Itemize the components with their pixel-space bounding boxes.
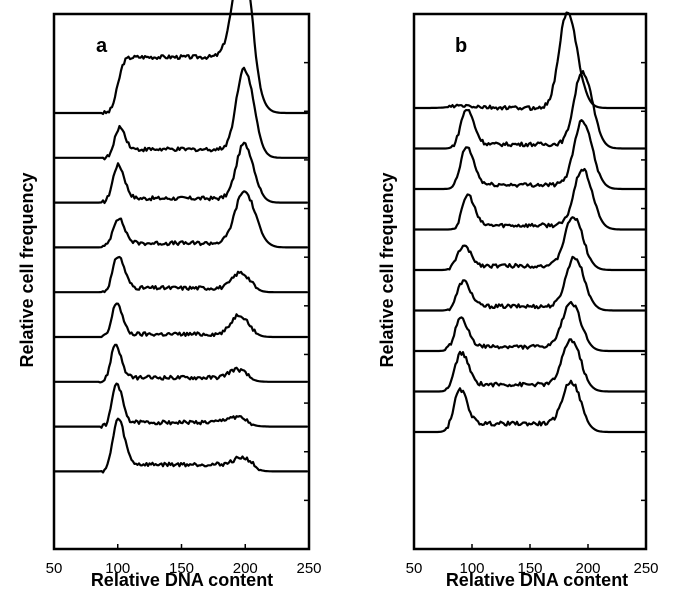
- trace-b-1: [413, 11, 646, 111]
- trace-a-6: [53, 302, 309, 339]
- panel-label-a: a: [96, 35, 108, 57]
- x-tick-label-a-200: 200: [233, 560, 258, 577]
- x-tick-label-b-100: 100: [459, 560, 484, 577]
- x-tick-label-a-250: 250: [296, 560, 321, 577]
- traces-b: [413, 11, 646, 434]
- x-tick-label-b-200: 200: [575, 560, 600, 577]
- x-tick-label-a-150: 150: [169, 560, 194, 577]
- trace-b-7: [413, 300, 646, 353]
- x-tick-label-b-250: 250: [633, 560, 658, 577]
- trace-b-5: [413, 216, 646, 272]
- x-axis-label-a: Relative DNA content: [91, 570, 273, 589]
- trace-a-1: [53, 0, 309, 116]
- x-tick-label-b-50: 50: [406, 560, 423, 577]
- panel-b: b Relative cell frequency Relative DNA c…: [377, 11, 659, 589]
- trace-a-3: [53, 141, 309, 205]
- x-tick-label-a-100: 100: [105, 560, 130, 577]
- ticks-a: 50 100 150 200 250: [46, 61, 322, 577]
- trace-b-3: [413, 119, 646, 191]
- panel-label-b: b: [455, 35, 467, 57]
- y-axis-label-a: Relative cell frequency: [17, 172, 37, 367]
- y-axis-label-b: Relative cell frequency: [377, 172, 397, 367]
- trace-b-2: [413, 70, 646, 150]
- plot-frame-b: [412, 12, 648, 551]
- x-axis-label-b: Relative DNA content: [446, 570, 628, 589]
- plot-frame-a: [52, 12, 311, 551]
- x-tick-label-a-50: 50: [46, 560, 63, 577]
- ticks-b: 50 100 150 200 250: [406, 61, 659, 577]
- trace-a-5: [53, 255, 309, 294]
- trace-b-6: [413, 255, 646, 312]
- trace-a-9: [53, 417, 309, 474]
- panel-a: a Relative cell frequency Relative DNA c…: [17, 0, 322, 589]
- trace-a-7: [53, 343, 309, 384]
- trace-b-8: [413, 338, 646, 393]
- trace-a-4: [53, 190, 309, 249]
- trace-a-2: [53, 66, 309, 161]
- trace-b-9: [413, 379, 646, 434]
- trace-a-8: [53, 382, 309, 429]
- trace-b-4: [413, 167, 646, 231]
- traces-a: [53, 0, 309, 474]
- x-tick-label-b-150: 150: [517, 560, 542, 577]
